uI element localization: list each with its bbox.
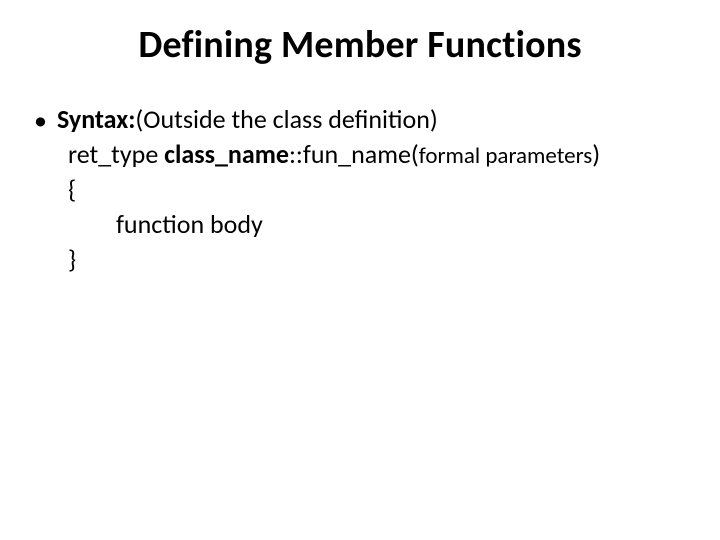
syntax-line: Syntax:(Outside the class definition) — [57, 102, 438, 137]
signature-line: ret_type class_name::fun_name(formal par… — [34, 137, 692, 172]
formal-params-text: formal parameters — [419, 142, 592, 170]
bullet-glyph: • — [34, 104, 47, 137]
slide-title: Defining Member Functions — [28, 22, 692, 68]
syntax-label-bold: Syntax: — [57, 103, 135, 135]
bullet-item: • Syntax:(Outside the class definition) — [34, 102, 692, 137]
close-paren-text: ) — [592, 138, 600, 170]
close-brace-line: } — [34, 242, 692, 277]
ret-type-text: ret_type — [68, 138, 164, 170]
slide: Defining Member Functions • Syntax:(Outs… — [0, 0, 720, 540]
class-name-text: class_name — [164, 138, 289, 170]
slide-body: • Syntax:(Outside the class definition) … — [28, 102, 692, 277]
open-brace-line: { — [34, 172, 692, 207]
syntax-label-rest: (Outside the class definition) — [135, 103, 437, 135]
scope-fun-text: ::fun_name( — [289, 138, 419, 170]
function-body-line: function body — [34, 207, 692, 242]
